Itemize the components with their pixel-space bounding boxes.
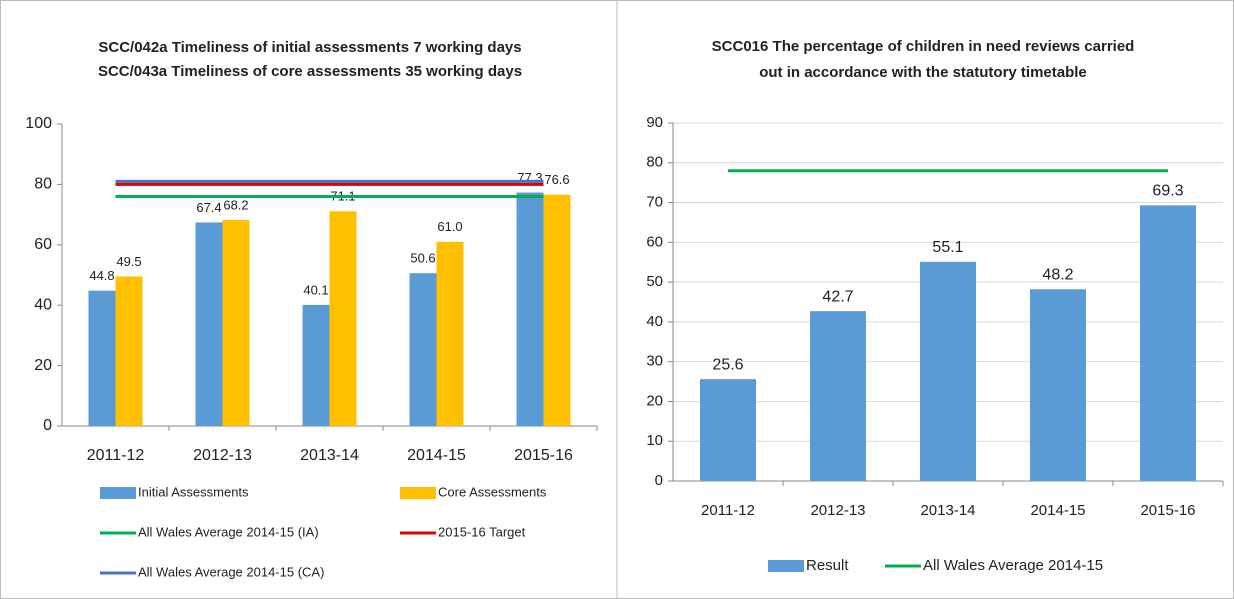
y-tick-label: 60	[646, 233, 663, 250]
legend-swatch	[400, 487, 436, 499]
x-tick-label: 2011-12	[87, 447, 145, 464]
y-tick-label: 20	[34, 357, 52, 374]
y-tick-label: 20	[646, 392, 663, 409]
data-label: 48.2	[1042, 266, 1073, 283]
x-tick-label: 2014-15	[407, 447, 466, 464]
y-tick-label: 10	[646, 432, 663, 449]
y-tick-label: 70	[646, 194, 663, 211]
bar	[88, 290, 116, 426]
legend-label: All Wales Average 2014-15 (CA)	[138, 564, 324, 579]
bar	[409, 273, 437, 426]
data-label: 67.4	[196, 200, 221, 215]
legend-label: Initial Assessments	[138, 484, 249, 499]
x-tick-label: 2011-12	[701, 502, 755, 519]
bar	[115, 276, 143, 426]
y-tick-label: 0	[43, 417, 52, 434]
y-tick-label: 40	[34, 296, 52, 313]
x-tick-label: 2014-15	[1030, 502, 1085, 519]
y-tick-label: 30	[646, 353, 663, 370]
bar	[436, 241, 464, 426]
y-tick-label: 80	[34, 176, 52, 193]
chart-title: SCC/043a Timeliness of core assessments …	[98, 63, 522, 80]
legend-swatch	[100, 487, 136, 499]
legend-label: All Wales Average 2014-15	[923, 557, 1103, 574]
legend-label: All Wales Average 2014-15 (IA)	[138, 524, 319, 539]
y-tick-label: 80	[646, 154, 663, 171]
legend-swatch	[768, 560, 804, 572]
data-label: 42.7	[822, 288, 853, 305]
x-tick-label: 2015-16	[1140, 502, 1195, 519]
bar	[1140, 205, 1196, 481]
x-tick-label: 2012-13	[193, 447, 252, 464]
bar	[1030, 289, 1086, 481]
x-tick-label: 2012-13	[810, 502, 865, 519]
x-tick-label: 2013-14	[920, 502, 975, 519]
y-tick-label: 50	[646, 273, 663, 290]
data-label: 50.6	[410, 251, 435, 266]
y-tick-label: 40	[646, 313, 663, 330]
bar	[920, 261, 976, 481]
data-label: 68.2	[223, 197, 248, 212]
data-label: 76.6	[544, 172, 569, 187]
x-tick-label: 2013-14	[300, 447, 359, 464]
y-tick-label: 60	[34, 236, 52, 253]
chart-title: out in accordance with the statutory tim…	[759, 64, 1087, 81]
bar	[516, 192, 544, 426]
x-tick-label: 2015-16	[514, 447, 573, 464]
data-label: 69.3	[1152, 183, 1183, 200]
data-label: 40.1	[303, 282, 328, 297]
bar	[195, 222, 223, 426]
bar	[700, 379, 756, 481]
data-label: 25.6	[712, 356, 743, 373]
y-tick-label: 0	[655, 472, 663, 489]
bar	[543, 194, 571, 426]
legend-label: Core Assessments	[438, 484, 547, 499]
bar	[222, 220, 250, 426]
y-tick-label: 90	[646, 114, 663, 131]
legend-label: Result	[806, 557, 849, 574]
data-label: 61.0	[437, 219, 462, 234]
bar	[810, 311, 866, 481]
bar	[302, 304, 330, 426]
data-label: 55.1	[932, 239, 963, 256]
bar	[329, 211, 357, 426]
data-label: 49.5	[116, 254, 141, 269]
chart-title: SCC/042a Timeliness of initial assessmen…	[98, 39, 521, 56]
chart-title: SCC016 The percentage of children in nee…	[712, 38, 1135, 55]
legend-label: 2015-16 Target	[438, 524, 526, 539]
y-tick-label: 100	[25, 115, 52, 132]
data-label: 44.8	[89, 268, 114, 283]
